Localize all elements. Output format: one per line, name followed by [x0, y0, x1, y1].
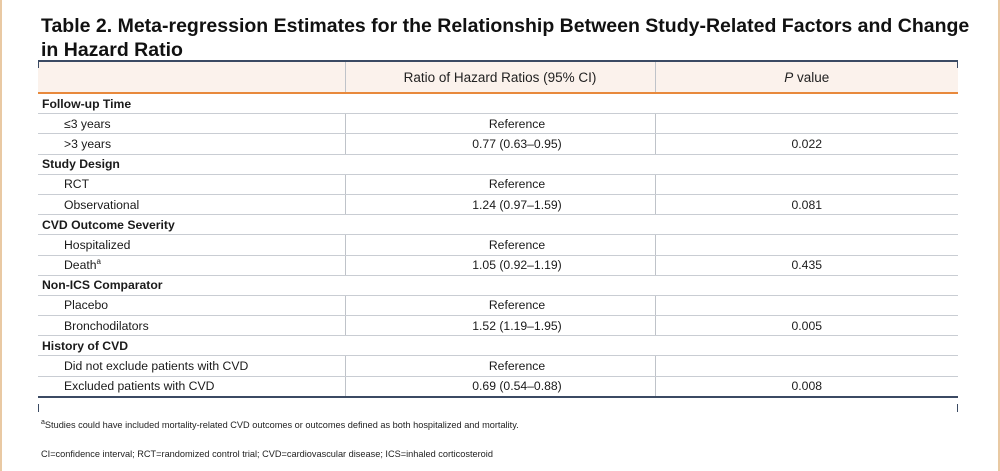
row-label-cell: Bronchodilators — [38, 315, 345, 337]
p-value-cell: 0.008 — [654, 376, 958, 398]
table-row: Observational 1.24 (0.97–1.59) 0.081 — [38, 194, 958, 216]
row-label-cell: Placebo — [38, 295, 345, 317]
row-label: RCT — [64, 177, 90, 192]
table-row: >3 years 0.77 (0.63–0.95) 0.022 — [38, 133, 958, 155]
row-label-cell: Deatha — [38, 255, 345, 276]
table-container: Ratio of Hazard Ratios (95% CI) P value … — [38, 60, 958, 398]
p-value-cell — [654, 355, 958, 377]
p-value-cell: 0.435 — [654, 255, 958, 276]
ratio-cell: 1.05 (0.92–1.19) — [344, 255, 655, 276]
row-label-cell: RCT — [38, 174, 345, 195]
left-bottom-tick — [38, 404, 39, 412]
table-body: Follow-up Time ≤3 years Reference >3 years 0… — [38, 93, 958, 398]
header-factor — [38, 60, 345, 94]
ratio-cell: Reference — [344, 355, 655, 377]
row-label: Observational — [64, 197, 140, 212]
group-row: History of CVD — [38, 335, 958, 357]
p-value-cell — [654, 174, 958, 195]
ratio-cell: 1.52 (1.19–1.95) — [344, 315, 655, 337]
footnote-a-text: Studies could have included mortality-re… — [44, 420, 519, 430]
table-header-row: Ratio of Hazard Ratios (95% CI) P value — [38, 60, 958, 94]
table-row: Did not exclude patients with CVD Referen… — [38, 355, 958, 377]
table-row: Deatha 1.05 (0.92–1.19) 0.435 — [38, 255, 958, 276]
row-label: ≤3 years — [64, 116, 111, 131]
ratio-cell: Reference — [344, 113, 655, 135]
p-value-cell: 0.005 — [654, 315, 958, 337]
group-row: Study Design — [38, 154, 958, 175]
group-row: Non-ICS Comparator — [38, 275, 958, 296]
group-label: CVD Outcome Severity — [38, 214, 958, 236]
page-frame-left — [0, 0, 2, 471]
p-value-cell — [654, 234, 958, 256]
ratio-cell: Reference — [344, 234, 655, 256]
row-footnote-marker: a — [96, 257, 101, 267]
right-rule-tick — [957, 60, 958, 68]
row-label: Excluded patients with CVD — [64, 379, 215, 394]
row-label: Hospitalized — [64, 237, 131, 252]
footnote-a-marker: a — [41, 418, 45, 426]
page-frame-right — [998, 0, 1000, 471]
row-label-cell: Observational — [38, 194, 345, 216]
group-label: Study Design — [38, 154, 958, 175]
header-ratio: Ratio of Hazard Ratios (95% CI) — [344, 60, 655, 94]
header-p-value: P value — [654, 60, 958, 94]
left-rule-tick — [38, 60, 39, 68]
row-label-cell: Did not exclude patients with CVD — [38, 355, 345, 377]
p-value-cell — [654, 113, 958, 135]
group-label: History of CVD — [38, 335, 958, 357]
table-title: Table 2. Meta-regression Estimates for t… — [41, 15, 970, 61]
p-value-cell: 0.081 — [654, 194, 958, 216]
table-row: Bronchodilators 1.52 (1.19–1.95) 0.005 — [38, 315, 958, 337]
header-p-italic: P — [784, 69, 794, 85]
table-row: Placebo Reference — [38, 295, 958, 317]
table-row: Excluded patients with CVD 0.69 (0.54–0.8… — [38, 376, 958, 398]
row-label: Death — [64, 258, 97, 273]
ratio-cell: 1.24 (0.97–1.59) — [344, 194, 655, 216]
table-row: Hospitalized Reference — [38, 234, 958, 256]
row-label: Bronchodilators — [64, 318, 149, 333]
ratio-cell: Reference — [344, 295, 655, 317]
table-row: ≤3 years Reference — [38, 113, 958, 135]
footnote-abbreviations: CI=confidence interval; RCT=randomized c… — [41, 449, 493, 459]
ratio-cell: 0.77 (0.63–0.95) — [344, 133, 655, 155]
table-row: RCT Reference — [38, 174, 958, 195]
row-label-cell: Hospitalized — [38, 234, 345, 256]
footnote-a: aStudies could have included mortality-r… — [41, 418, 519, 430]
row-label-cell: ≤3 years — [38, 113, 345, 135]
meta-regression-table: Ratio of Hazard Ratios (95% CI) P value … — [38, 60, 958, 398]
p-value-cell — [654, 295, 958, 317]
group-label: Follow-up Time — [38, 93, 958, 115]
group-row: Follow-up Time — [38, 93, 958, 115]
header-p-rest: value — [793, 69, 830, 85]
right-bottom-tick — [957, 404, 958, 412]
row-label-cell: >3 years — [38, 133, 345, 155]
group-row: CVD Outcome Severity — [38, 214, 958, 236]
p-value-cell: 0.022 — [654, 133, 958, 155]
row-label: Did not exclude patients with CVD — [64, 359, 249, 374]
ratio-cell: 0.69 (0.54–0.88) — [344, 376, 655, 398]
row-label: Placebo — [64, 298, 109, 313]
row-label-cell: Excluded patients with CVD — [38, 376, 345, 398]
group-label: Non-ICS Comparator — [38, 275, 958, 296]
row-label: >3 years — [64, 136, 112, 151]
ratio-cell: Reference — [344, 174, 655, 195]
